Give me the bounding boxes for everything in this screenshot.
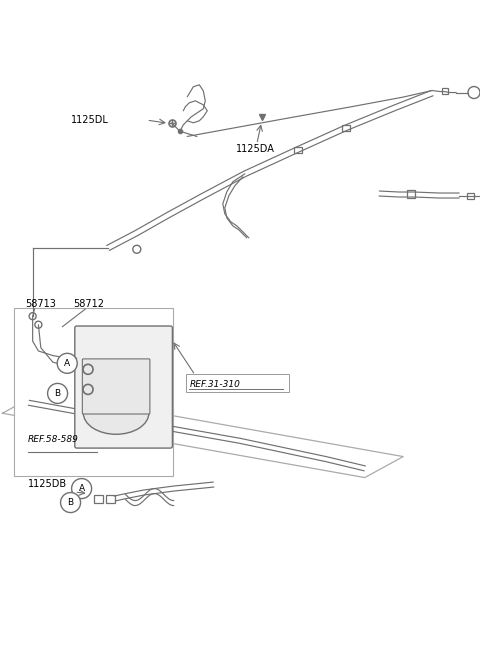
Text: 1125DB: 1125DB <box>28 479 67 489</box>
Bar <box>94 495 103 502</box>
Circle shape <box>48 383 68 403</box>
Bar <box>14 308 173 476</box>
Bar <box>106 495 115 502</box>
Text: REF.31-310: REF.31-310 <box>190 380 241 389</box>
FancyBboxPatch shape <box>75 326 172 448</box>
Text: B: B <box>55 389 60 398</box>
Text: A: A <box>79 484 84 493</box>
Bar <box>467 192 474 199</box>
Circle shape <box>57 354 77 373</box>
Bar <box>342 125 349 131</box>
Circle shape <box>72 479 92 499</box>
Text: 58713: 58713 <box>25 299 56 309</box>
Text: 1125DL: 1125DL <box>71 115 109 125</box>
Text: A: A <box>64 359 70 368</box>
Ellipse shape <box>84 392 149 434</box>
Text: B: B <box>68 498 73 507</box>
Text: REF.58-589: REF.58-589 <box>28 435 79 444</box>
Bar <box>294 146 301 153</box>
FancyBboxPatch shape <box>186 374 289 392</box>
FancyBboxPatch shape <box>83 359 150 414</box>
Text: 1125DA: 1125DA <box>236 144 275 154</box>
Bar <box>442 87 448 94</box>
Text: 58712: 58712 <box>73 299 104 309</box>
Circle shape <box>60 493 81 512</box>
Bar <box>407 190 415 197</box>
